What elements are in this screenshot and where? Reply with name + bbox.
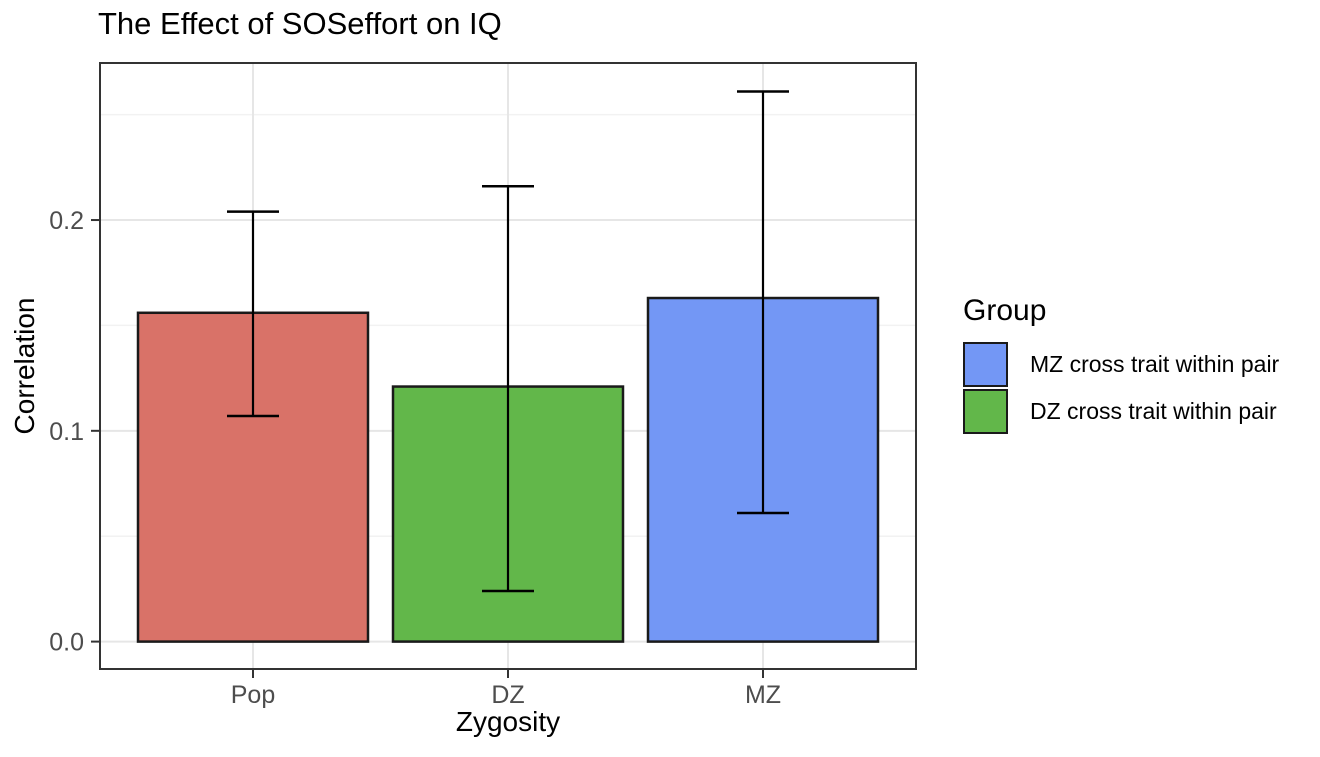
panel-border [99,62,917,670]
legend-entries: MZ cross trait within pair DZ cross trait… [963,342,1279,434]
legend-entry-mz: MZ cross trait within pair [963,342,1279,387]
chart-title: The Effect of SOSeffort on IQ [98,6,502,41]
y-tick-label-0.2: 0.2 [49,207,84,235]
legend-title: Group [963,294,1047,327]
legend-swatch-mz [963,342,1008,387]
legend-entry-label: MZ cross trait within pair [1030,351,1280,377]
y-tick-label-0.1: 0.1 [49,418,84,446]
y-tick-label-0.0: 0.0 [49,629,84,657]
legend-entry-dz: DZ cross trait within pair [963,389,1279,434]
legend-swatch-dz [963,389,1008,434]
legend-entry-label: DZ cross trait within pair [1030,398,1277,424]
x-tick-label-pop: Pop [231,681,275,709]
legend: Group MZ cross trait within pair DZ cross… [963,296,1279,436]
x-tick-label-dz: DZ [491,681,524,709]
x-tick-label-mz: MZ [745,681,781,709]
x-axis-title: Zygosity [455,706,561,737]
